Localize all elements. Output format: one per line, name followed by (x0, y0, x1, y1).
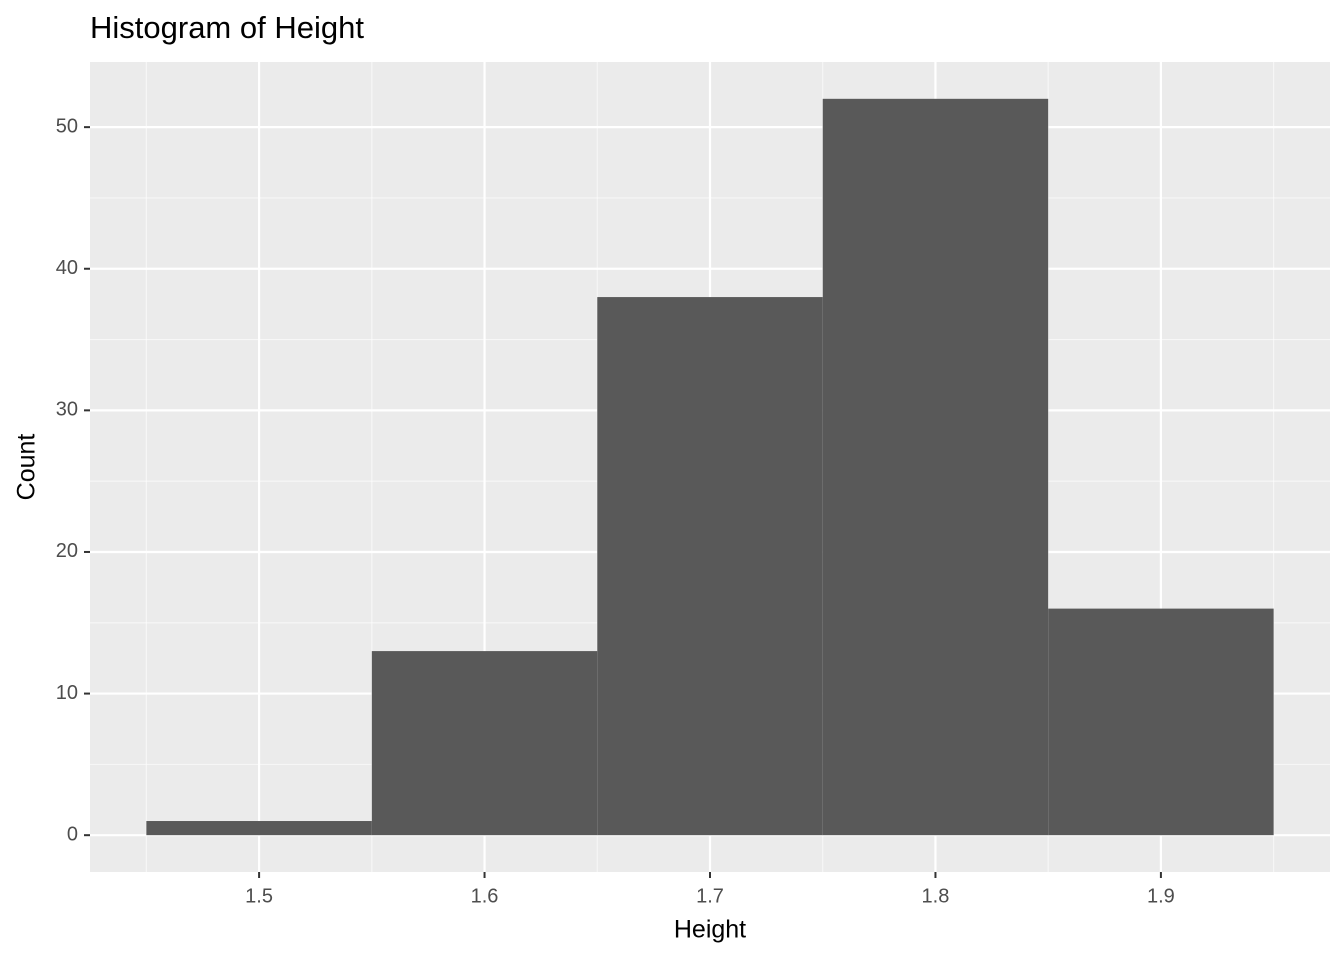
x-tick-label: 1.7 (696, 885, 724, 907)
bar (146, 821, 372, 836)
bar (597, 297, 823, 836)
y-tick-label: 50 (56, 115, 78, 137)
y-axis-title: Count (13, 434, 41, 501)
bar (1048, 608, 1274, 836)
y-tick-label: 0 (67, 823, 78, 845)
bar (822, 98, 1049, 836)
chart-title: Histogram of Height (90, 10, 364, 45)
x-tick-label: 1.6 (471, 885, 499, 907)
x-axis-title: Height (674, 916, 746, 944)
x-tick-label: 1.9 (1147, 885, 1175, 907)
y-tick-label: 40 (56, 257, 78, 279)
y-tick-label: 20 (56, 540, 78, 562)
y-tick-label: 30 (56, 399, 78, 421)
x-tick-label: 1.8 (922, 885, 950, 907)
y-tick-label: 10 (56, 682, 78, 704)
x-tick-label: 1.5 (245, 885, 273, 907)
bar (371, 651, 598, 836)
